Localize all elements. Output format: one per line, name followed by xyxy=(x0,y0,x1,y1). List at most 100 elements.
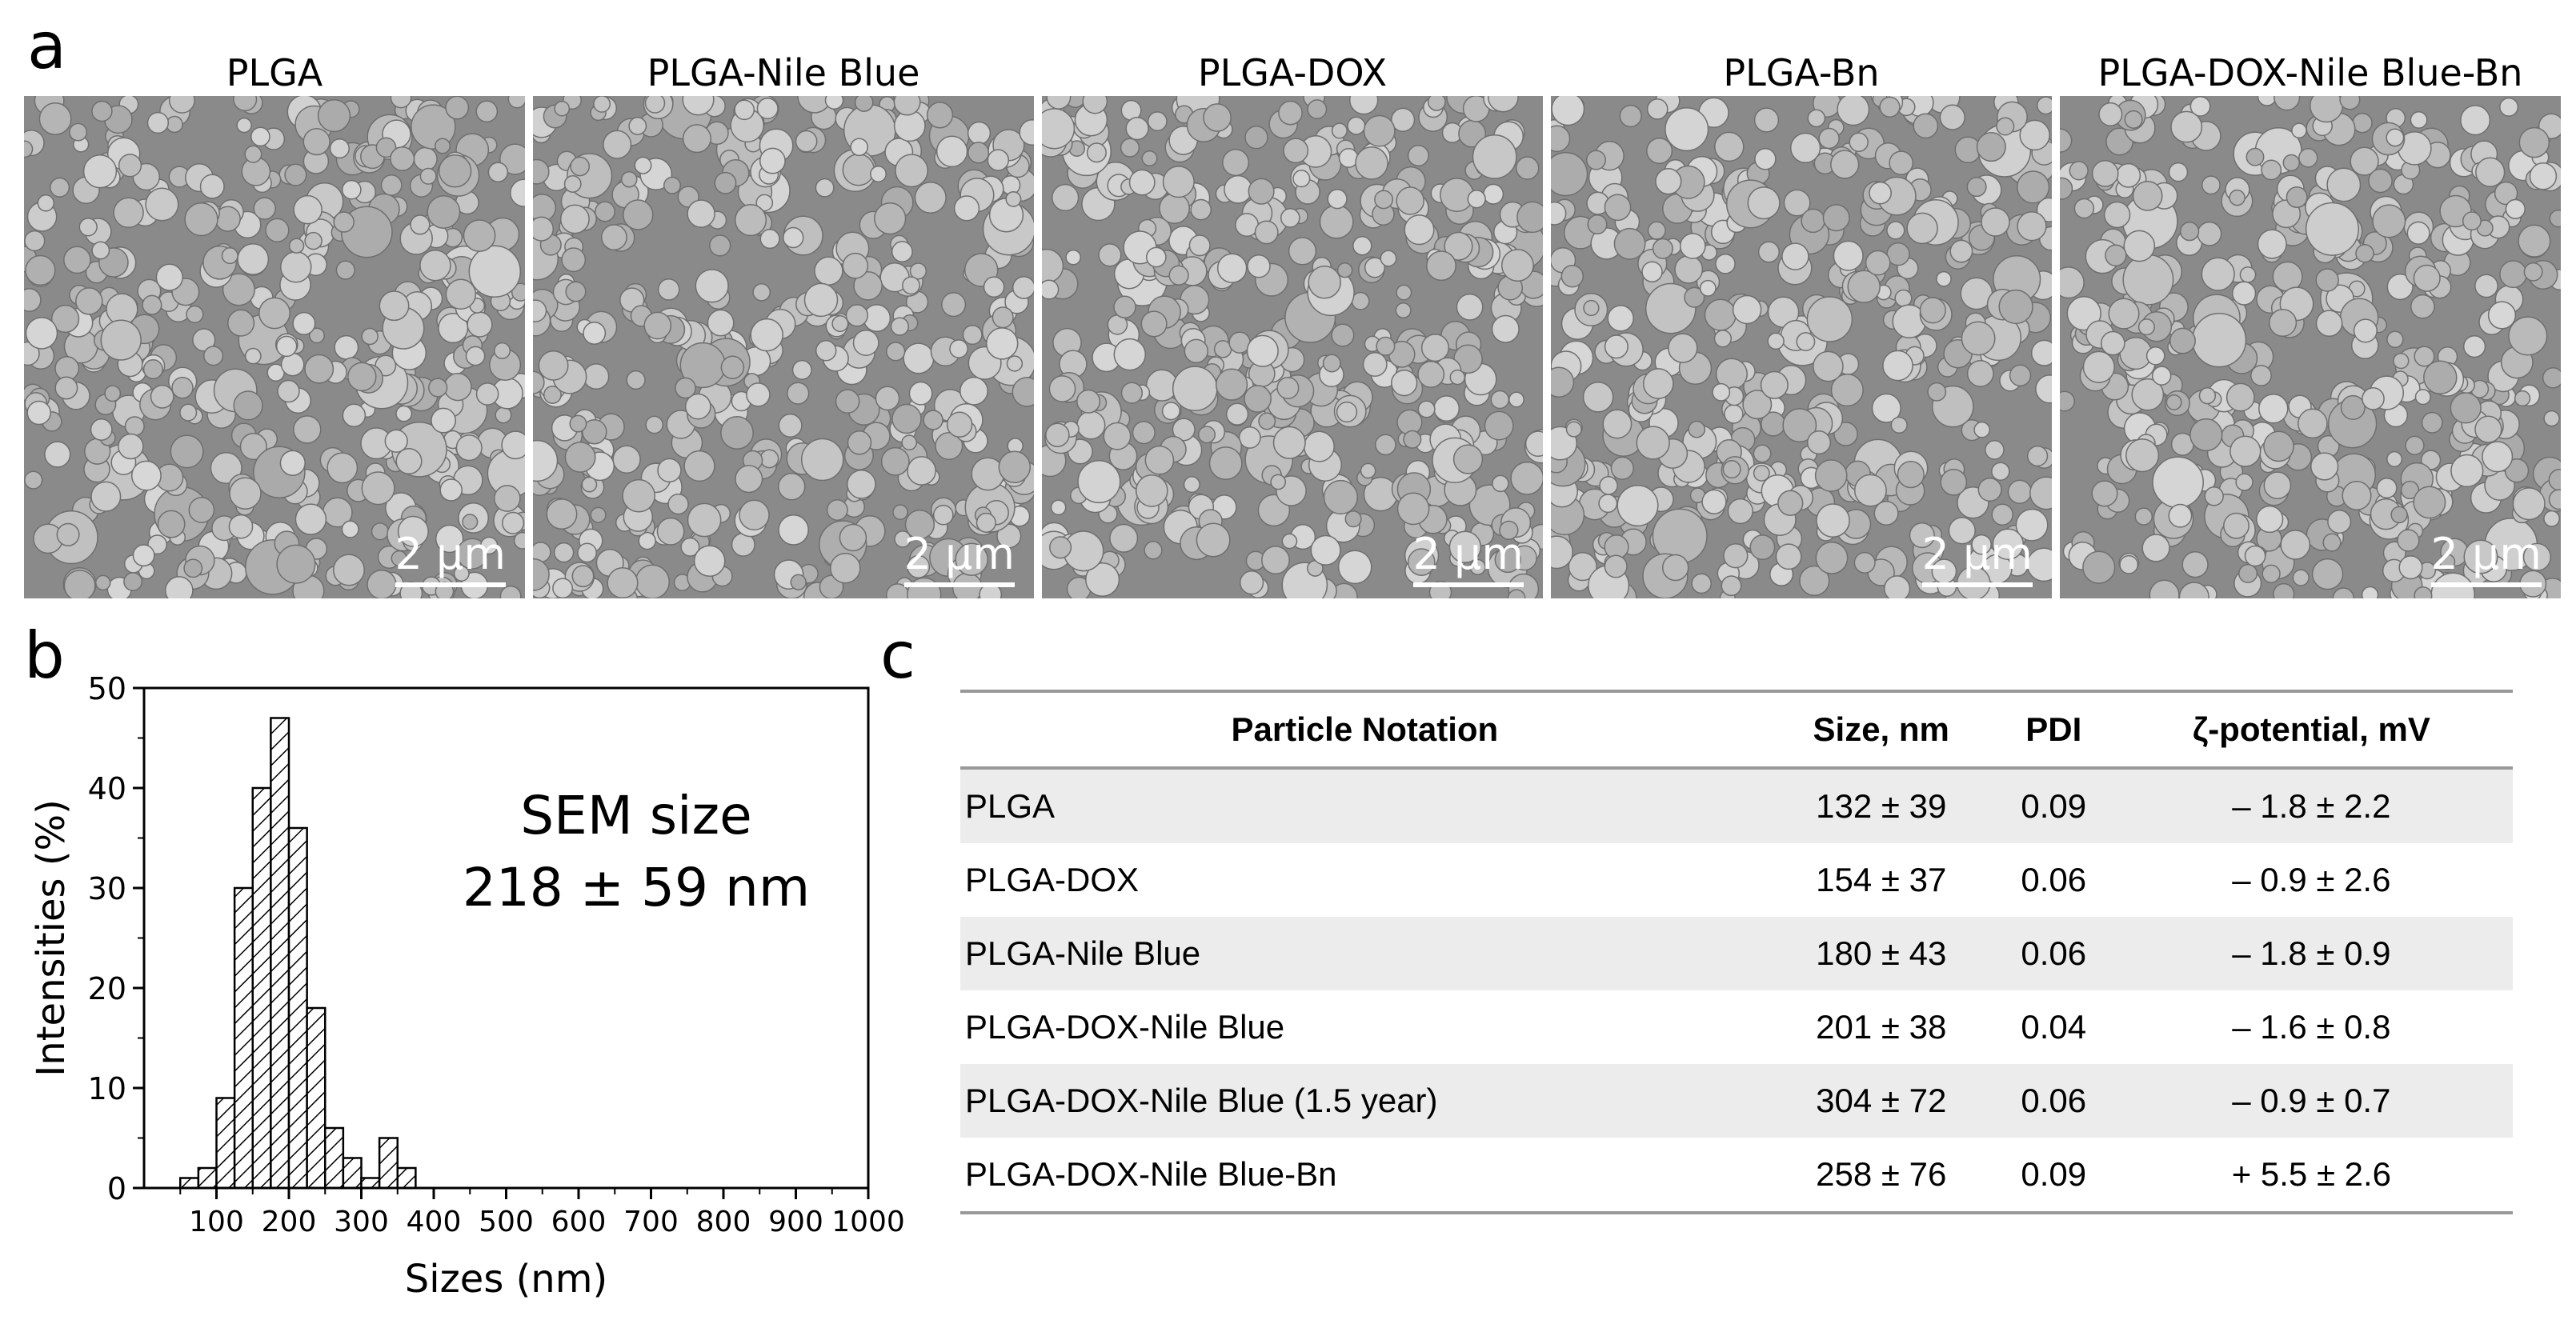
particle xyxy=(1806,430,1832,455)
particle xyxy=(1048,375,1076,402)
histogram-bar xyxy=(179,1177,200,1190)
particle xyxy=(2036,96,2052,115)
particle xyxy=(1714,131,1745,162)
particle xyxy=(171,376,194,399)
particle xyxy=(1246,334,1279,367)
particle xyxy=(94,574,111,591)
particle xyxy=(1814,459,1848,492)
particle xyxy=(693,545,726,578)
particle xyxy=(842,252,869,279)
y-tick-label: 30 xyxy=(88,871,126,906)
particle xyxy=(803,282,839,318)
particle xyxy=(2386,273,2414,301)
particle xyxy=(2462,211,2482,231)
particle xyxy=(2189,418,2223,452)
particle xyxy=(695,269,729,303)
particle xyxy=(1184,338,1209,364)
particle xyxy=(1417,361,1445,388)
particle xyxy=(2191,313,2247,368)
scale-bar-2: 2 µm xyxy=(903,529,1015,587)
panel-a-letter: a xyxy=(27,9,67,83)
particle xyxy=(622,478,656,513)
particle xyxy=(82,154,118,189)
particle xyxy=(1897,460,1925,489)
particle xyxy=(384,429,408,453)
particle xyxy=(1991,462,2010,481)
sem-image-5: 2 µm xyxy=(2060,96,2561,598)
particle xyxy=(1125,116,1149,141)
particle xyxy=(1568,551,1597,582)
particle xyxy=(2353,318,2378,343)
particle xyxy=(2103,201,2131,229)
particle xyxy=(2229,189,2245,206)
particle xyxy=(1248,178,1275,205)
particle xyxy=(2310,452,2339,481)
particle xyxy=(2292,569,2310,586)
particle xyxy=(1098,243,1122,267)
particle xyxy=(1991,503,2013,526)
histogram-bar xyxy=(287,826,308,1190)
particle xyxy=(164,576,194,598)
particle xyxy=(907,456,936,486)
particle xyxy=(835,389,860,414)
particle xyxy=(2397,529,2420,552)
particle xyxy=(1159,193,1191,224)
particle xyxy=(2060,177,2073,200)
particle xyxy=(533,370,545,394)
particle xyxy=(132,544,155,567)
particle xyxy=(463,219,496,252)
particle xyxy=(635,564,671,598)
particle xyxy=(1500,249,1534,282)
particle xyxy=(1783,189,1811,217)
particle xyxy=(50,304,80,334)
particle xyxy=(2273,582,2295,598)
particle xyxy=(438,154,472,188)
particle xyxy=(1515,156,1540,180)
particle xyxy=(874,202,907,235)
particle xyxy=(1961,321,1996,356)
particle xyxy=(493,485,521,512)
particle xyxy=(1144,445,1175,475)
cell-size: 258 ± 76 xyxy=(1765,1138,1997,1214)
particle xyxy=(739,499,770,531)
particle xyxy=(1679,233,1706,259)
particle xyxy=(1853,474,1887,507)
particle xyxy=(1254,220,1279,245)
particle xyxy=(581,476,598,493)
particle xyxy=(842,153,875,186)
particle xyxy=(935,135,968,168)
particle xyxy=(44,441,71,468)
particle-texture-2 xyxy=(533,96,1034,598)
particle xyxy=(1113,295,1136,319)
particle xyxy=(2322,533,2342,552)
particle xyxy=(199,174,225,199)
particle xyxy=(435,524,464,554)
particle xyxy=(2421,411,2443,434)
particle xyxy=(410,214,431,235)
particle xyxy=(571,565,595,588)
particle xyxy=(2450,454,2484,488)
particle xyxy=(170,434,204,469)
particle xyxy=(1551,96,1585,126)
sem-size-value: 218 ± 59 nm xyxy=(463,857,810,918)
particle xyxy=(1691,573,1713,594)
particle xyxy=(847,469,876,499)
particle xyxy=(735,465,763,494)
particle xyxy=(1617,484,1659,527)
particle xyxy=(1140,310,1168,338)
particle xyxy=(1244,385,1272,413)
particle xyxy=(1551,535,1574,570)
particle xyxy=(1292,170,1311,188)
particle xyxy=(142,359,163,380)
particle xyxy=(1919,297,1946,324)
particle xyxy=(1272,426,1306,459)
particle xyxy=(227,309,255,337)
particle xyxy=(1420,334,1450,362)
particle xyxy=(487,162,509,183)
particle xyxy=(2298,408,2328,439)
particle xyxy=(638,531,656,550)
particle xyxy=(759,449,779,469)
particle xyxy=(1976,132,2006,162)
particle xyxy=(2181,551,2209,578)
particle xyxy=(1364,257,1386,278)
